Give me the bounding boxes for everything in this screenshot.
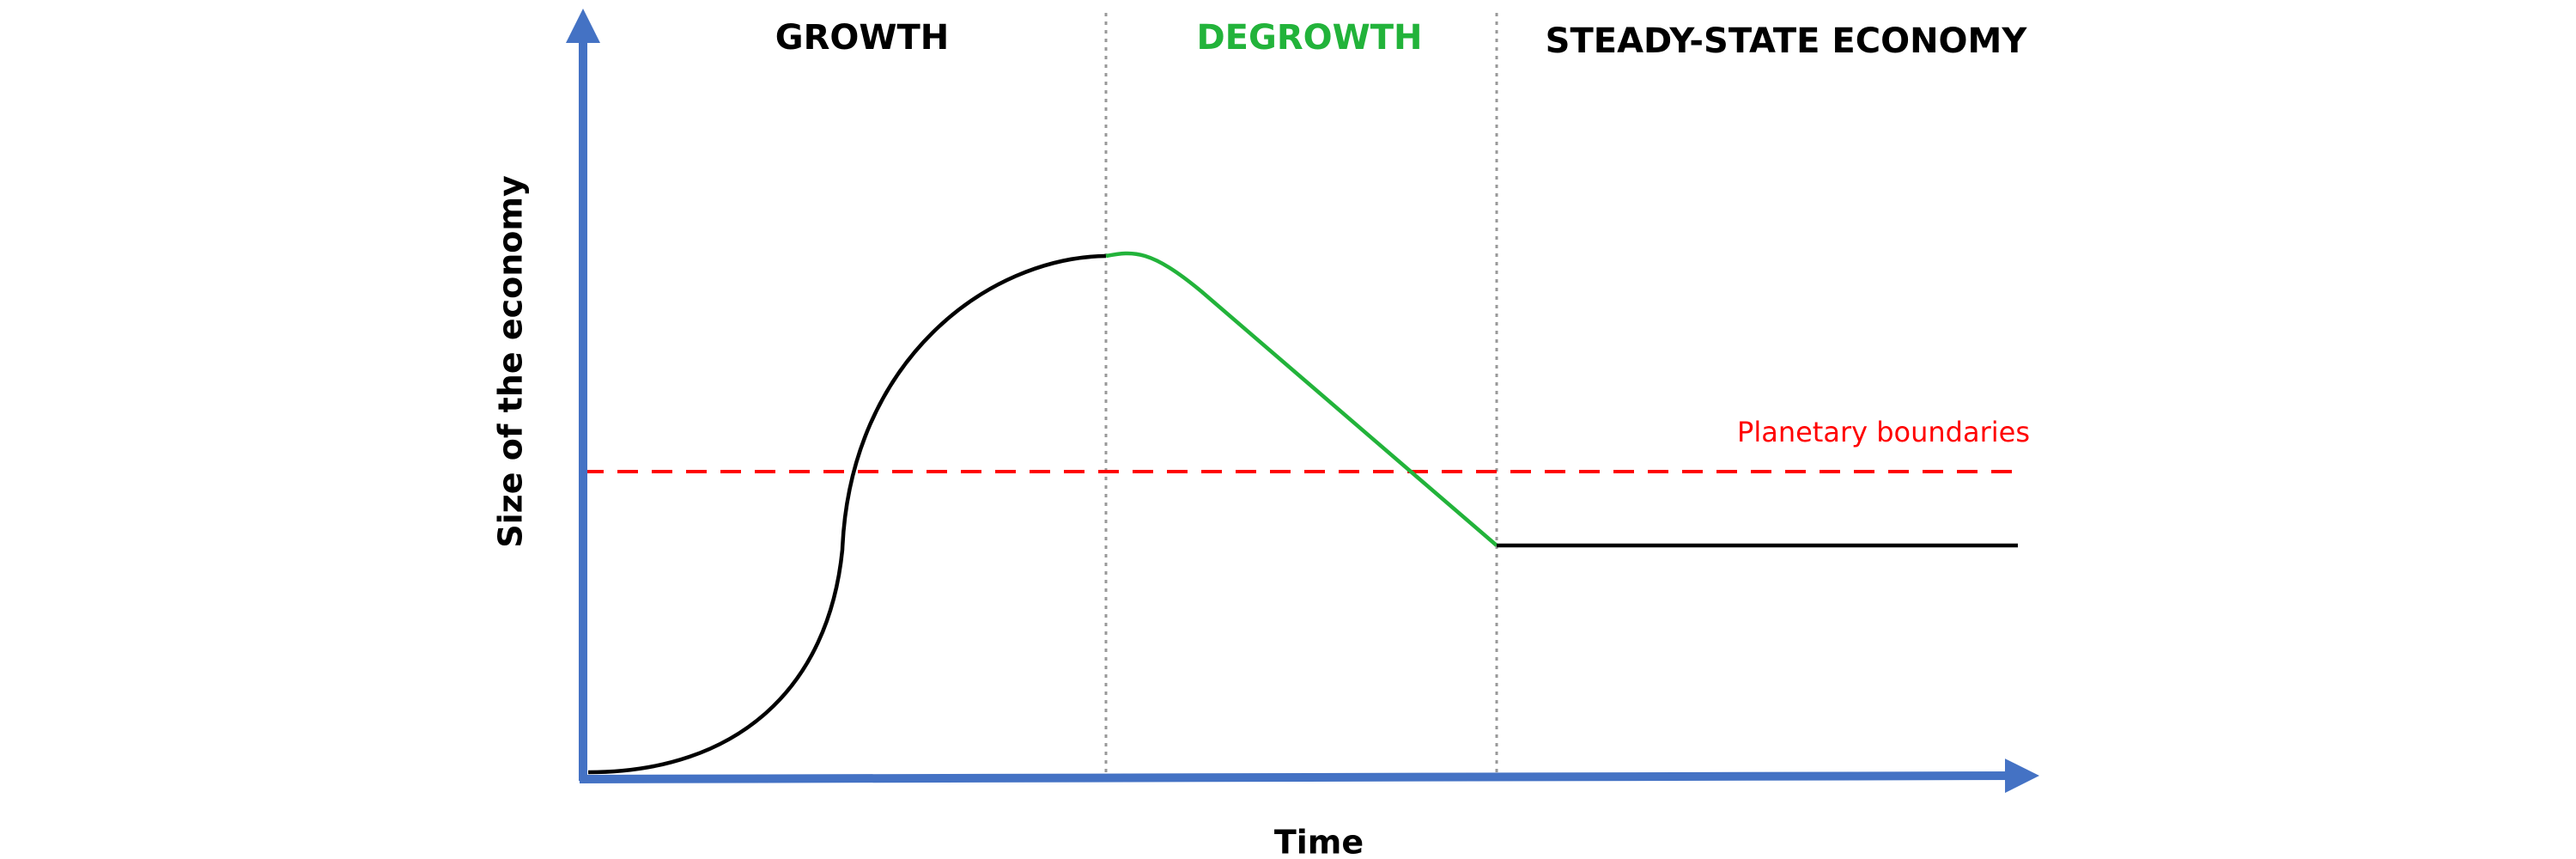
x-axis-label: Time: [1274, 824, 1364, 859]
phase-label: GROWTH: [775, 18, 950, 58]
y-axis-label: Size of the economy: [492, 175, 530, 548]
boundary-label: Planetary boundaries: [1737, 416, 2030, 448]
growth-curve: [587, 253, 1107, 775]
phase-label: STEADY-STATE ECONOMY: [1546, 21, 2028, 61]
phase-label: DEGROWTH: [1196, 18, 1422, 58]
degrowth-curve: [1105, 251, 1498, 547]
x-axis: [579, 758, 2039, 794]
